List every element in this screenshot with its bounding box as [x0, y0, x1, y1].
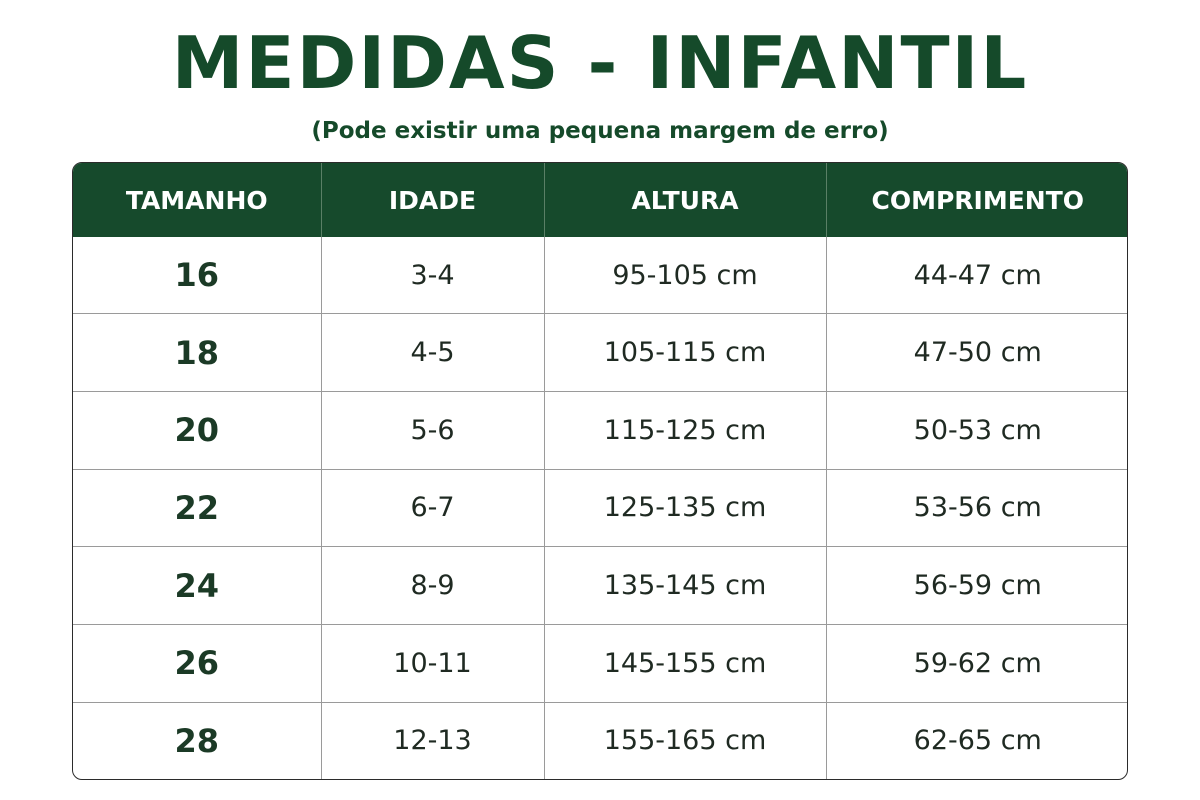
cell-size: 22	[73, 468, 322, 547]
page-title: MEDIDAS - INFANTIL	[171, 21, 1029, 105]
table-row: 24 8-9 135-145 cm 56-59 cm	[73, 546, 1127, 625]
cell-length: 53-56 cm	[826, 468, 1127, 547]
cell-height: 125-135 cm	[544, 468, 827, 547]
cell-length: 62-65 cm	[826, 701, 1127, 779]
cell-height: 145-155 cm	[544, 624, 827, 703]
cell-height: 115-125 cm	[544, 390, 827, 470]
cell-length: 56-59 cm	[826, 546, 1127, 625]
table-row: 22 6-7 125-135 cm 53-56 cm	[73, 468, 1127, 547]
header-comprimento: COMPRIMENTO	[826, 163, 1127, 237]
table-header: TAMANHO IDADE ALTURA COMPRIMENTO	[73, 163, 1127, 237]
cell-age: 4-5	[321, 313, 545, 392]
cell-height: 135-145 cm	[544, 546, 827, 625]
page-subtitle: (Pode existir uma pequena margem de erro…	[311, 118, 889, 144]
cell-age: 10-11	[321, 624, 545, 703]
cell-age: 3-4	[321, 237, 545, 314]
cell-size: 26	[73, 624, 322, 703]
cell-age: 8-9	[321, 546, 545, 625]
cell-size: 28	[73, 701, 322, 779]
header-tamanho: TAMANHO	[73, 163, 322, 237]
table-row: 20 5-6 115-125 cm 50-53 cm	[73, 390, 1127, 470]
cell-size: 24	[73, 546, 322, 625]
cell-length: 50-53 cm	[826, 390, 1127, 470]
cell-size: 18	[73, 313, 322, 392]
table-row: 26 10-11 145-155 cm 59-62 cm	[73, 624, 1127, 703]
header-altura: ALTURA	[544, 163, 827, 237]
size-table-container: TAMANHO IDADE ALTURA COMPRIMENTO 16 3-4 …	[72, 162, 1128, 780]
cell-length: 44-47 cm	[913, 259, 1042, 291]
table-row: 16 3-4 95-105 cm 44-47 cm	[73, 237, 1127, 314]
table-row: 28 12-13 155-165 cm 62-65 cm	[73, 701, 1127, 779]
cell-length: 59-62 cm	[826, 624, 1127, 703]
size-table: TAMANHO IDADE ALTURA COMPRIMENTO 16 3-4 …	[73, 163, 1127, 779]
cell-height: 105-115 cm	[544, 313, 827, 392]
cell-age: 5-6	[321, 390, 545, 470]
cell-height: 95-105 cm	[544, 237, 827, 314]
cell-length: 47-50 cm	[826, 313, 1127, 392]
header-idade: IDADE	[321, 163, 545, 237]
cell-size: 16	[73, 237, 322, 314]
table-body: 16 3-4 95-105 cm 44-47 cm 18 4-5 105-115…	[73, 237, 1127, 779]
cell-age: 6-7	[321, 468, 545, 547]
table-row: 18 4-5 105-115 cm 47-50 cm	[73, 313, 1127, 392]
cell-size: 20	[73, 390, 322, 470]
header-row: TAMANHO IDADE ALTURA COMPRIMENTO	[73, 163, 1127, 237]
cell-height: 155-165 cm	[544, 701, 827, 779]
cell-age: 12-13	[321, 701, 545, 779]
